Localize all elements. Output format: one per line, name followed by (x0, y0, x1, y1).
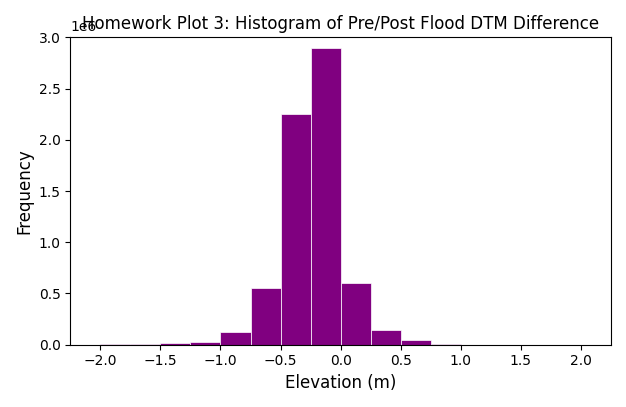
Bar (341, 283, 371, 345)
Bar (130, 344, 160, 345)
Title: Homework Plot 3: Histogram of Pre/Post Flood DTM Difference: Homework Plot 3: Histogram of Pre/Post F… (82, 15, 599, 33)
X-axis label: Elevation (m): Elevation (m) (285, 374, 396, 392)
Bar (371, 330, 401, 345)
Bar (280, 114, 310, 345)
Bar (160, 343, 190, 345)
Bar (100, 344, 130, 345)
Bar (220, 332, 250, 345)
Text: 1e6: 1e6 (70, 20, 96, 34)
Bar (431, 344, 461, 345)
Y-axis label: Frequency: Frequency (15, 148, 33, 234)
Bar (310, 48, 341, 345)
Bar (401, 340, 431, 345)
Bar (250, 289, 280, 345)
Bar (190, 341, 220, 345)
